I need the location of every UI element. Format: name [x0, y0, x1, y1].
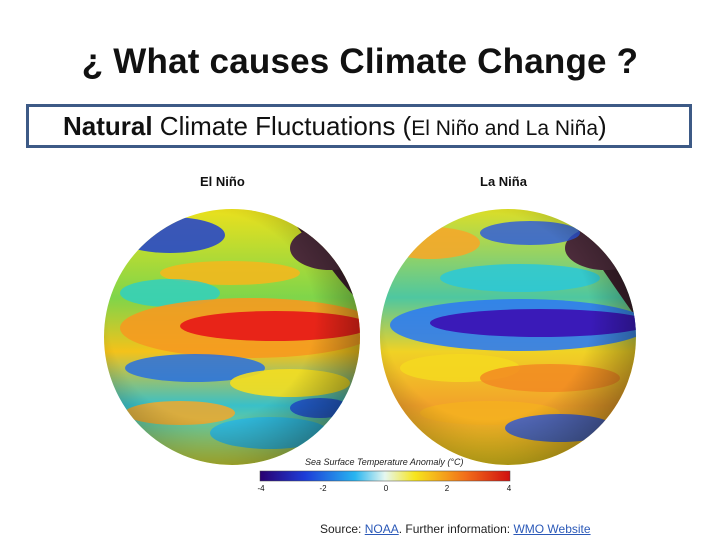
banner-text: Climate Fluctuations (	[152, 111, 412, 141]
wmo-website-link[interactable]: WMO Website	[513, 522, 591, 536]
la-nina-globe	[380, 209, 636, 465]
noaa-link[interactable]: NOAA	[364, 522, 399, 536]
legend-title: Sea Surface Temperature Anomaly (°C)	[305, 457, 464, 467]
source-prefix: Source:	[320, 522, 365, 536]
el-nino-label: El Niño	[200, 174, 245, 189]
subtitle-banner: Natural Climate Fluctuations (El Niño an…	[26, 104, 692, 148]
color-scale-bar	[259, 470, 511, 482]
source-middle: . Further information:	[398, 522, 514, 536]
globes-graphic	[104, 209, 636, 482]
scale-tick: -2	[319, 484, 327, 493]
banner-bold-text: Natural	[63, 111, 153, 141]
scale-tick: 0	[383, 484, 389, 493]
scale-tick: 2	[444, 484, 450, 493]
el-nino-globe	[104, 209, 360, 465]
source-credit: Source: NOAA. Further information: WMO W…	[320, 522, 591, 536]
scale-tick: 4	[506, 484, 512, 493]
scale-tick: -4	[257, 484, 265, 493]
banner-close: )	[598, 111, 607, 141]
la-nina-label: La Niña	[480, 174, 527, 189]
banner-small-text: El Niño and La Niña	[411, 117, 599, 140]
sst-anomaly-figure: El Niño La Niña	[100, 163, 640, 503]
slide-title: ¿ What causes Climate Change ?	[81, 42, 639, 81]
